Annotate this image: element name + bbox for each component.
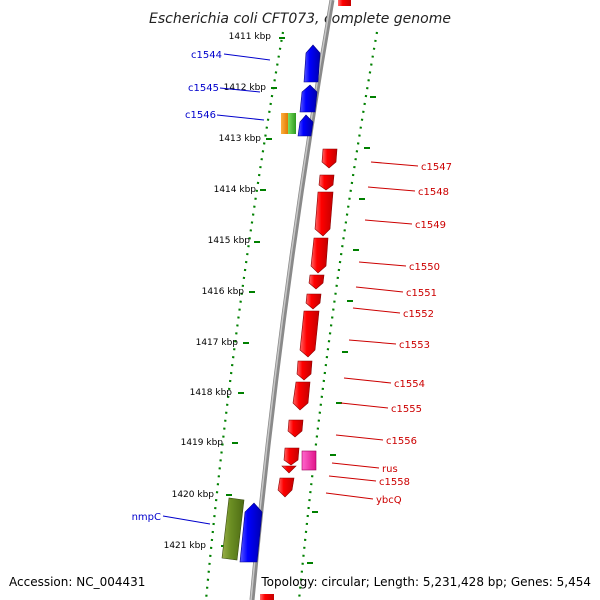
tick-label: 1416 kbp <box>202 287 245 297</box>
tick-label: 1418 kbp <box>190 388 233 398</box>
gene-c1552[interactable] <box>305 293 322 310</box>
gene-label-ybcQ[interactable]: ybcQ <box>376 495 402 506</box>
leader-line-c1546 <box>216 114 265 121</box>
gene-label-c1549[interactable]: c1549 <box>415 220 446 231</box>
gene-label-c1556[interactable]: c1556 <box>386 436 417 447</box>
gene-label-c1554[interactable]: c1554 <box>394 379 425 390</box>
gene-c1554[interactable] <box>296 360 313 381</box>
tick-label: 1421 kbp <box>164 541 207 551</box>
gene-partial-bottom[interactable] <box>260 594 274 600</box>
gene-label-c1558[interactable]: c1558 <box>379 477 410 488</box>
gene-c1557[interactable] <box>283 447 300 466</box>
gene-label-c1548[interactable]: c1548 <box>418 187 449 198</box>
leader-line-c1547 <box>370 161 419 167</box>
gene-label-c1544[interactable]: c1544 <box>191 50 222 61</box>
gene-label-c1551[interactable]: c1551 <box>406 288 437 299</box>
gene-c1544[interactable] <box>303 44 321 83</box>
leader-line-c1549 <box>364 219 413 225</box>
gene-c1545[interactable] <box>299 84 318 113</box>
gene-label-c1552[interactable]: c1552 <box>403 309 434 320</box>
gene-c1549[interactable] <box>314 191 334 237</box>
gene-c1556[interactable] <box>287 419 304 438</box>
leader-line-c1556 <box>335 434 384 441</box>
leader-line-rus <box>331 462 380 469</box>
gene-label-c1546[interactable]: c1546 <box>185 110 216 121</box>
gene-partial-top[interactable] <box>338 0 351 6</box>
leader-line-c1555 <box>340 402 389 409</box>
leader-line-ybcQ <box>325 492 374 500</box>
leader-line-nmpC <box>162 515 211 525</box>
tick-label: 1412 kbp <box>224 83 267 93</box>
gene-label-c1553[interactable]: c1553 <box>399 340 430 351</box>
leader-line-c1553 <box>348 339 397 345</box>
kbp-ticks <box>221 37 376 564</box>
gene-c1546-orange[interactable] <box>281 113 288 134</box>
gene-label-nmpC[interactable]: nmpC <box>132 512 161 523</box>
gene-c1553[interactable] <box>299 310 320 358</box>
tick-label: 1415 kbp <box>208 236 251 246</box>
tick-label: 1413 kbp <box>219 134 262 144</box>
tick-label: 1411 kbp <box>229 32 272 42</box>
gene-rus[interactable] <box>301 450 317 471</box>
tick-label: 1417 kbp <box>196 338 239 348</box>
accession-label: Accession: NC_004431 <box>9 575 145 589</box>
leader-line-c1551 <box>355 286 404 293</box>
gene-nmpC-olive[interactable] <box>221 497 245 561</box>
gene-c1546-green[interactable] <box>288 113 296 134</box>
gene-c1550[interactable] <box>310 237 329 274</box>
gene-nmpC[interactable] <box>239 502 263 563</box>
gene-c1551[interactable] <box>308 274 325 290</box>
gene-c1546[interactable] <box>297 114 314 137</box>
leader-line-c1548 <box>367 186 416 192</box>
leader-line-c1552 <box>352 307 401 314</box>
tick-label: 1419 kbp <box>181 438 224 448</box>
gene-c1555[interactable] <box>292 381 311 411</box>
gene-label-c1547[interactable]: c1547 <box>421 162 452 173</box>
gene-c1548[interactable] <box>318 174 335 191</box>
leader-line-c1550 <box>358 261 407 267</box>
leader-line-c1545 <box>219 87 261 93</box>
gene-label-c1550[interactable]: c1550 <box>409 262 440 273</box>
gene-c1547[interactable] <box>321 148 338 169</box>
gene-small[interactable] <box>281 465 297 474</box>
tick-label: 1420 kbp <box>172 490 215 500</box>
tick-label: 1414 kbp <box>214 185 257 195</box>
leader-line-c1554 <box>343 377 392 384</box>
gene-label-c1545[interactable]: c1545 <box>188 83 219 94</box>
leader-line-c1544 <box>223 53 271 61</box>
gene-label-rus[interactable]: rus <box>382 464 398 475</box>
topology-label: Topology: circular; Length: 5,231,428 bp… <box>260 575 591 589</box>
gene-label-c1555[interactable]: c1555 <box>391 404 422 415</box>
leader-line-c1558 <box>328 475 377 482</box>
gene-c1558[interactable] <box>277 477 295 498</box>
genome-title: Escherichia coli CFT073, complete genome <box>149 11 451 27</box>
